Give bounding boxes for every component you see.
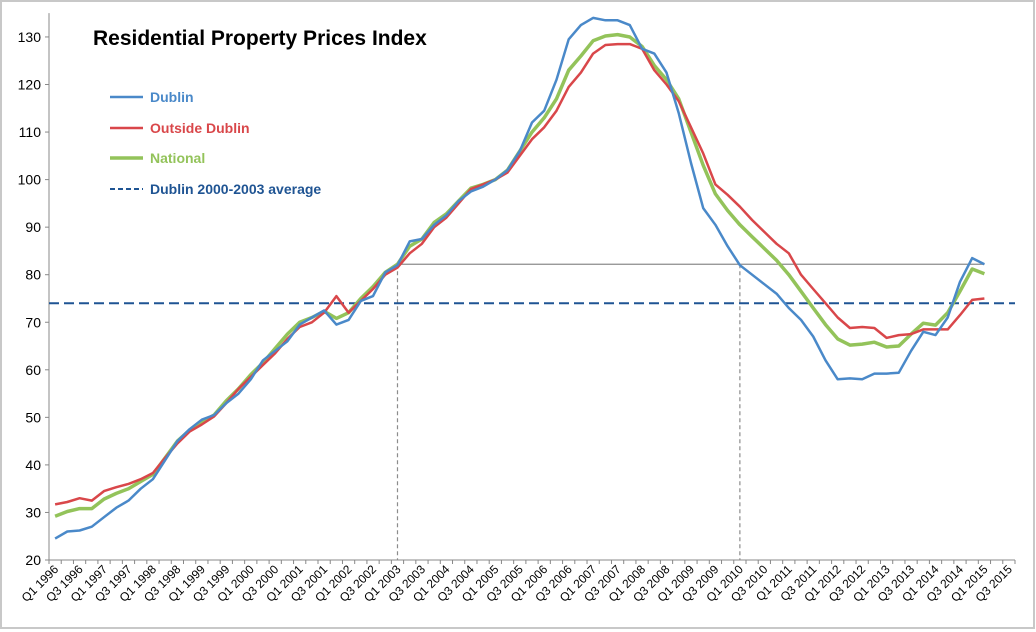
y-tick-label: 30: [25, 504, 41, 520]
y-tick-label: 20: [25, 552, 41, 568]
y-tick-label: 70: [25, 314, 41, 330]
legend-item-outside-dublin: Outside Dublin: [110, 120, 250, 136]
legend-label-national: National: [150, 150, 205, 166]
y-tick-label: 50: [25, 409, 41, 425]
legend-label-dublin-average: Dublin 2000-2003 average: [150, 181, 321, 197]
y-tick-label: 60: [25, 362, 41, 378]
y-tick-label: 100: [18, 172, 42, 188]
legend-item-dublin-average: Dublin 2000-2003 average: [110, 181, 321, 197]
legend-label-outside-dublin: Outside Dublin: [150, 120, 250, 136]
y-tick-label: 120: [18, 77, 42, 93]
series-line-dublin: [54, 16, 985, 540]
chart-title: Residential Property Prices Index: [93, 27, 427, 50]
y-tick-label: 130: [18, 29, 42, 45]
legend-item-national: National: [110, 150, 205, 166]
legend: Dublin Outside Dublin National Dublin 20…: [110, 89, 321, 197]
legend-item-dublin: Dublin: [110, 89, 194, 105]
y-tick-label: 40: [25, 457, 41, 473]
y-tick-label: 110: [19, 124, 42, 140]
y-tick-label: 80: [25, 267, 41, 283]
y-tick-label: 90: [25, 219, 41, 235]
legend-label-dublin: Dublin: [150, 89, 194, 105]
series-line-outside-dublin: [54, 42, 985, 506]
